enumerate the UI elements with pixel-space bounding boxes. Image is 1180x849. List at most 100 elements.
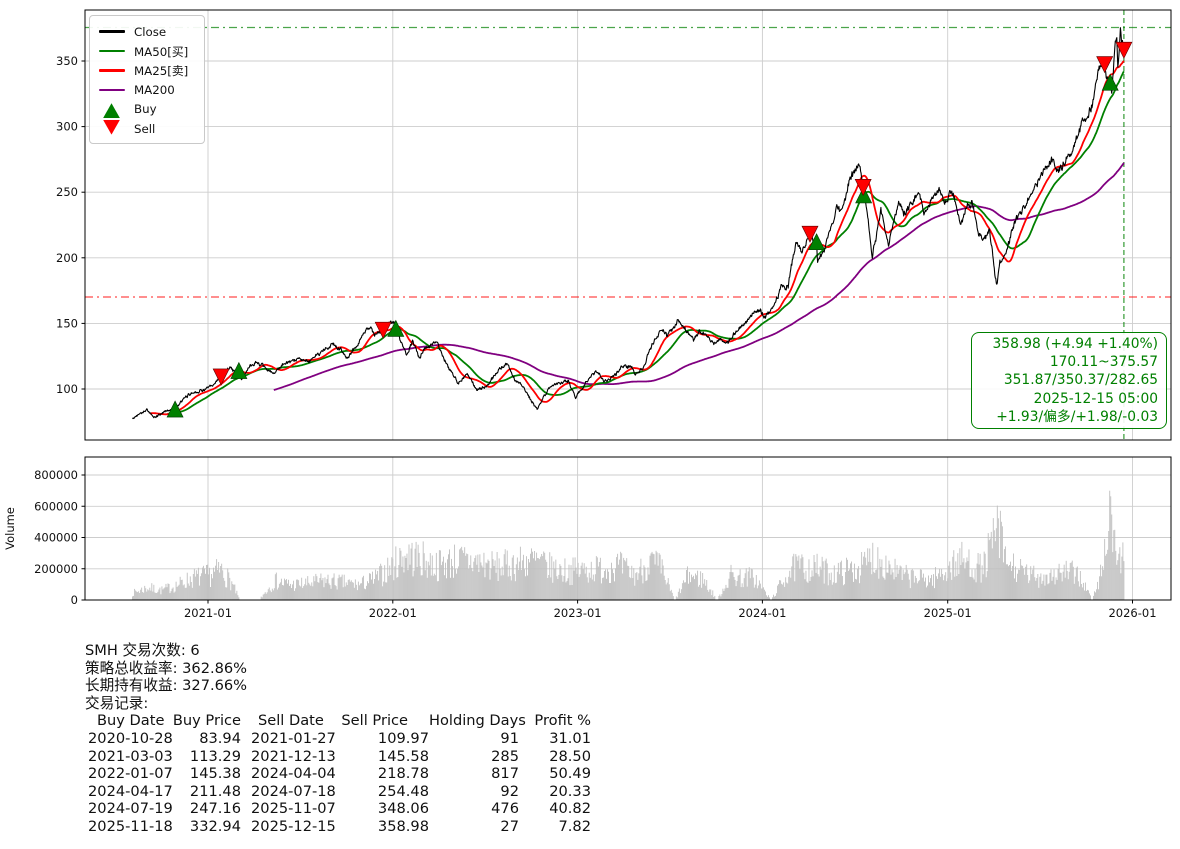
trade-cell: 2021-12-13 — [251, 747, 336, 765]
legend-label: Sell — [134, 121, 156, 136]
trade-cell: 285 — [491, 747, 519, 765]
trade-cell: 2022-01-07 — [88, 765, 173, 783]
annotation-price-line: 358.98 (+4.94 +1.40%) — [992, 336, 1158, 352]
summary-records-title: 交易记录: — [85, 694, 149, 712]
trade-cell: 7.82 — [558, 817, 592, 835]
trade-row: 2024-04-17 211.48 2024-07-18 254.48 92 20.33 — [85, 783, 591, 801]
trade-cell: 218.78 — [377, 765, 429, 783]
trade-cell: 2021-01-27 — [251, 729, 336, 747]
price-tick-label: 200 — [56, 251, 78, 265]
trade-cell: 2024-04-04 — [251, 765, 336, 783]
volume-bars — [132, 490, 1125, 600]
legend-item-ma50: MA50[买] — [98, 41, 196, 60]
volume-axis-title: Volume — [3, 507, 17, 550]
trade-cell: 109.97 — [377, 729, 429, 747]
reference-lines — [85, 10, 1171, 440]
trade-table-rows: 2020-10-28 83.94 2021-01-27 109.97 91 31.01 20… — [85, 730, 591, 836]
sell-marker — [801, 225, 819, 243]
trade-row: 2022-01-07 145.38 2024-04-04 218.78 817 50.49 — [85, 765, 591, 783]
annotation-ma-line: 351.87/350.37/282.65 — [1003, 372, 1158, 389]
sell-markers — [212, 41, 1133, 386]
close-line — [132, 27, 1125, 420]
col-sell-date: Sell Date — [258, 712, 324, 730]
price-tick-label: 100 — [56, 382, 78, 396]
col-buy-price: Buy Price — [172, 712, 241, 730]
buy-marker — [230, 361, 248, 379]
axis-labels: 100 150 200 250 300 350 0 200000 400000 600000 800… — [3, 54, 1157, 620]
trade-cell: 83.94 — [199, 729, 241, 747]
sell-marker — [1096, 56, 1114, 74]
trade-cell: 31.01 — [549, 729, 591, 747]
chart-legend: Close MA50[买] MA25[卖] MA200 Buy Sell — [89, 15, 205, 145]
trade-cell: 145.38 — [189, 765, 241, 783]
trade-cell: 2024-07-18 — [251, 782, 336, 800]
price-tick-label: 250 — [56, 185, 78, 199]
sell-triangle-icon — [98, 119, 125, 135]
trade-cell: 40.82 — [549, 800, 591, 818]
trade-cell: 2021-03-03 — [88, 747, 173, 765]
volume-tick-label: 600000 — [34, 499, 78, 513]
summary-trade-count: SMH 交易次数: 6 — [85, 642, 200, 659]
col-sell-price: Sell Price — [341, 712, 408, 730]
date-tick-label: 2022-01 — [369, 606, 417, 620]
trade-cell: 145.58 — [377, 747, 429, 765]
volume-tick-label: 200000 — [34, 562, 78, 576]
trade-cell: 2025-12-15 — [251, 817, 336, 835]
sell-marker — [1115, 41, 1133, 59]
price-volume-chart: 100 150 200 250 300 350 0 200000 400000 600000 800… — [3, 9, 1172, 620]
date-tick-label: 2025-01 — [924, 606, 972, 620]
summary-strategy-return: 策略总收益率: 362.86% — [85, 659, 248, 677]
annotation-signal-line: +1.93/偏多/+1.98/-0.03 — [996, 408, 1158, 425]
trade-cell: 2024-04-17 — [88, 782, 173, 800]
trade-cell: 2025-11-07 — [251, 800, 336, 818]
trade-row: 2025-11-18 332.94 2025-12-15 358.98 27 7.82 — [85, 818, 591, 836]
legend-item-ma200: MA200 — [98, 80, 196, 99]
legend-label: MA25[卖] — [134, 63, 189, 78]
date-tick-label: 2024-01 — [738, 606, 786, 620]
trade-cell: 2024-07-19 — [88, 800, 173, 818]
trade-cell: 113.29 — [189, 747, 241, 765]
buy-marker — [808, 233, 826, 251]
trade-cell: 2020-10-28 — [88, 729, 173, 747]
trade-cell: 20.33 — [549, 782, 591, 800]
trade-row: 2020-10-28 83.94 2021-01-27 109.97 91 31.01 — [85, 730, 591, 748]
trade-cell: 211.48 — [189, 782, 241, 800]
legend-item-ma25: MA25[卖] — [98, 61, 196, 80]
ma200-line-swatch — [98, 88, 125, 92]
trade-table-header: Buy Date Buy Price Sell Date Sell Price … — [85, 712, 591, 730]
price-tick-label: 350 — [56, 54, 78, 68]
legend-label: MA50[买] — [134, 44, 189, 59]
trade-cell: 817 — [491, 765, 519, 783]
sell-marker — [374, 321, 392, 339]
price-tick-label: 300 — [56, 120, 78, 134]
legend-label: Buy — [134, 102, 157, 117]
trade-cell: 2025-11-18 — [88, 817, 173, 835]
volume-axes-frame — [84, 456, 1172, 601]
volume-tick-label: 800000 — [34, 468, 78, 482]
trade-cell: 247.16 — [189, 800, 241, 818]
buy-markers — [166, 73, 1119, 418]
buy-marker — [166, 400, 184, 418]
buy-triangle-icon — [98, 103, 125, 119]
date-tick-label: 2021-01 — [184, 606, 232, 620]
trade-cell: 92 — [500, 782, 519, 800]
col-profit-pct: Profit % — [534, 712, 591, 730]
price-axes-frame — [84, 9, 1172, 441]
close-line-swatch — [98, 30, 125, 33]
sell-marker — [854, 179, 872, 196]
legend-item-close: Close — [98, 22, 196, 41]
trade-cell: 27 — [500, 817, 519, 835]
trade-cell: 348.06 — [377, 800, 429, 818]
trade-cell: 254.48 — [377, 782, 429, 800]
summary-hold-return: 长期持有收益: 327.66% — [85, 677, 248, 695]
date-tick-label: 2023-01 — [554, 606, 602, 620]
trade-cell: 91 — [500, 729, 519, 747]
legend-item-buy: Buy — [98, 100, 196, 119]
ma25-line — [149, 60, 1125, 416]
sell-marker — [212, 368, 230, 386]
trade-cell: 50.49 — [549, 765, 591, 783]
trade-cell: 28.50 — [549, 747, 591, 765]
volume-tick-label: 400000 — [34, 531, 78, 545]
buy-marker — [1101, 73, 1119, 91]
